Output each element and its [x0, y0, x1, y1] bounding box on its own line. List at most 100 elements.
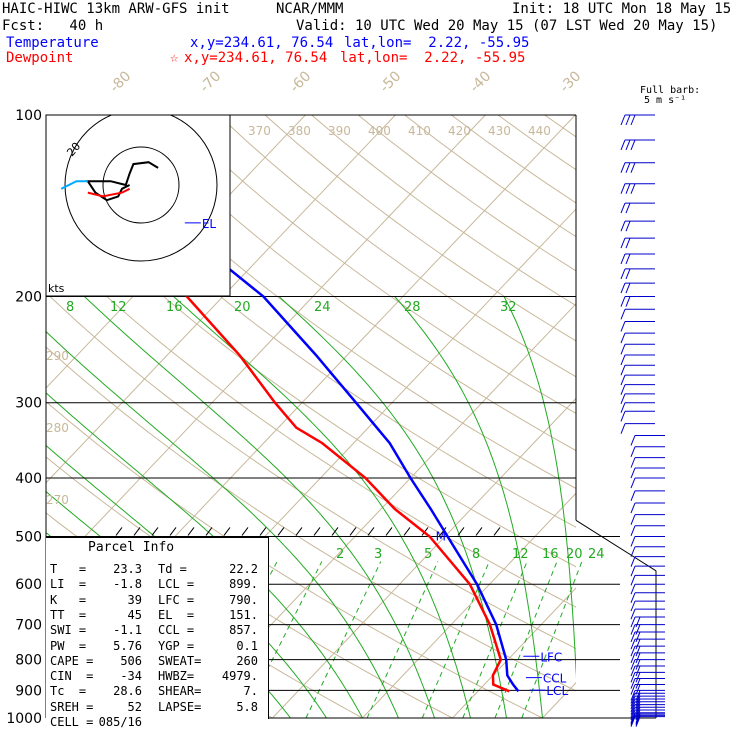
level-hatch-mark	[295, 527, 303, 536]
wind-barb-flag	[630, 616, 636, 628]
pressure-tick-label: 600	[15, 577, 42, 593]
right-axis-diagonal	[575, 519, 657, 572]
isotherm-line	[182, 303, 576, 718]
wind-barb-flag	[635, 698, 641, 710]
wind-barb-flag	[630, 477, 636, 489]
wind-barb-flag	[625, 253, 631, 265]
level-hatch-mark	[313, 527, 321, 536]
parcel-row-cell: 4979.	[221, 669, 258, 684]
parcel-row-cell: 45	[127, 607, 142, 622]
parcel-row-cell: SREH =	[50, 699, 94, 714]
dewpoint-marker-icon: ☆	[170, 50, 179, 66]
wind-barb-flag	[620, 321, 626, 332]
parcel-row-cell: K =	[50, 592, 87, 607]
wind-barb-flag	[635, 652, 641, 664]
temperature-legend: Temperature	[6, 35, 99, 51]
wind-barb-flag	[630, 704, 636, 715]
dry-adiabat-line	[591, 115, 740, 718]
level-hatch-mark	[331, 527, 339, 536]
wind-barb-flag	[630, 707, 636, 718]
parcel-row-cell: 899.	[229, 577, 258, 592]
wind-barb-flag	[620, 411, 626, 422]
init-time: Init: 18 UTC Mon 18 May 15	[512, 1, 732, 17]
parcel-row-cell: CELL =	[50, 715, 94, 729]
wind-barb-flag	[630, 638, 636, 650]
wind-barb-flag	[635, 701, 641, 712]
wind-barb-flag	[620, 423, 626, 434]
ccl-level-label: CCL	[543, 672, 567, 686]
theta-label: 390	[328, 124, 351, 138]
wind-barb-flag	[620, 237, 626, 249]
wind-barb-flag	[630, 698, 636, 710]
wind-barb-flag	[635, 659, 641, 670]
mixing-ratio-line	[305, 561, 382, 718]
moist-adiabat-label: 12	[110, 300, 127, 315]
wind-barb-flag	[630, 684, 636, 695]
wind-barb-flag	[620, 332, 626, 344]
mixing-ratio-line	[494, 561, 558, 718]
parcel-row-cell: Td =	[158, 562, 187, 576]
pressure-tick-label: 400	[15, 471, 42, 487]
level-hatch-mark	[169, 527, 177, 536]
dewpoint-xy: x,y=234.61, 76.54	[184, 50, 328, 66]
dry-adiabat-line	[171, 115, 576, 414]
dry-adiabat-line	[0, 115, 3, 718]
lfc-level-label: LFC	[540, 650, 562, 664]
level-hatch-mark	[457, 527, 465, 536]
theta-label: 370	[248, 124, 271, 138]
wind-barb-flag	[620, 253, 626, 265]
wind-barb-flag	[620, 354, 626, 366]
wind-barb-flag	[620, 384, 626, 395]
parcel-row-cell: LAPSE=	[158, 699, 202, 714]
level-hatch-mark	[205, 527, 213, 536]
wind-barb-flag	[630, 556, 636, 567]
temperature-xy: x,y=234.61, 76.54	[190, 35, 334, 51]
moist-adiabat-label: 24	[314, 300, 331, 315]
level-hatch-mark	[277, 527, 285, 536]
moist-adiabat-label: 16	[166, 300, 183, 315]
wind-barb-flag	[635, 672, 641, 683]
isotherm-label: -60	[287, 68, 314, 95]
barb-legend-line2: 5 m s⁻¹	[644, 95, 687, 106]
isotherm-label: -40	[467, 68, 494, 95]
dry-adiabat-line	[46, 291, 576, 650]
mixing-ratio-label: 12	[512, 547, 529, 562]
wind-barb-flag	[630, 546, 636, 557]
wind-barb-flag	[630, 565, 636, 577]
hodograph-axis-label: kts	[48, 282, 65, 295]
wind-barb-flag	[620, 344, 626, 355]
theta-label: 380	[288, 124, 311, 138]
theta-side-label: 280	[46, 421, 69, 435]
isotherm-line	[46, 115, 396, 484]
lcl-level-label: LCL	[546, 684, 568, 698]
mixing-ratio-line	[421, 561, 490, 718]
parcel-row-cell: EL =	[158, 607, 195, 622]
wind-barb-flag	[635, 665, 641, 677]
moist-adiabat-label: 8	[66, 300, 74, 315]
wind-barb-flag	[630, 525, 636, 536]
wind-barb-flag	[625, 202, 631, 214]
wind-barb-flag	[630, 645, 636, 657]
level-hatch-mark	[133, 527, 141, 536]
dry-adiabat-line	[78, 115, 576, 490]
parcel-row-cell: 0.1	[236, 638, 258, 653]
dry-adiabat-line	[46, 130, 576, 528]
parcel-row-cell: Tc =	[50, 684, 87, 699]
wind-barb-flag	[630, 695, 636, 707]
dewpoint-legend: Dewpoint	[6, 50, 74, 66]
wind-barb-flag	[635, 624, 641, 635]
wind-barb-flag	[635, 709, 641, 721]
dry-adiabat-line	[311, 115, 576, 307]
temperature-latlon: lat,lon= 2.22, -55.95	[344, 35, 530, 51]
mixing-ratio-label: 16	[542, 547, 559, 562]
parcel-info-title: Parcel Info	[88, 540, 175, 555]
parcel-row-cell: T =	[50, 562, 87, 576]
wind-barb-flag	[630, 665, 636, 677]
dry-adiabat-line	[46, 238, 576, 608]
level-hatch-mark	[115, 527, 123, 536]
wind-barb-flag	[620, 365, 626, 376]
wind-barb-flag	[635, 645, 641, 657]
parcel-row-cell: SWI =	[50, 623, 87, 638]
parcel-row-cell: CIN =	[50, 669, 94, 684]
level-hatch-mark	[493, 527, 501, 536]
